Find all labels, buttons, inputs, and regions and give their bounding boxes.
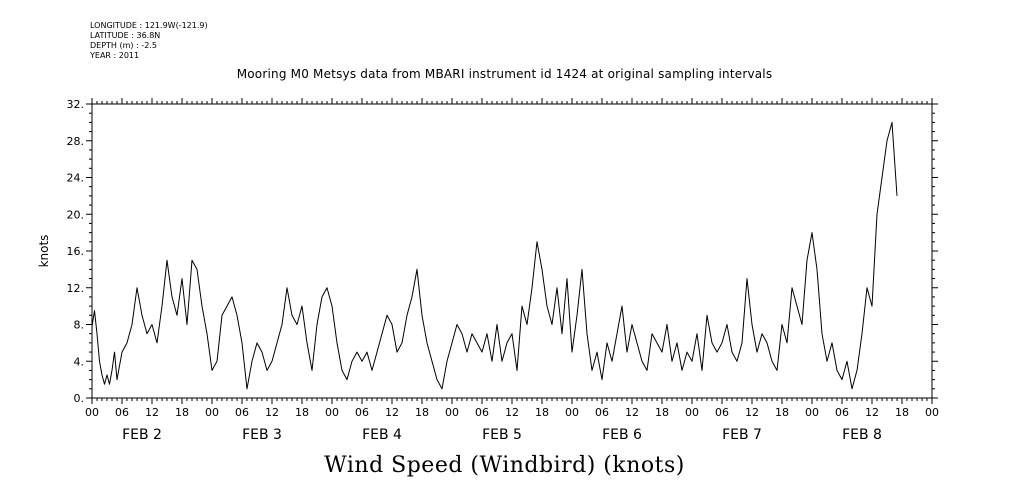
x-hour-label: 18 (775, 406, 789, 419)
x-hour-label: 12 (385, 406, 399, 419)
x-hour-label: 06 (475, 406, 489, 419)
x-day-label: FEB 5 (482, 427, 522, 443)
x-hour-label: 18 (295, 406, 309, 419)
x-hour-label: 12 (145, 406, 159, 419)
latitude-label: LATITUDE : 36.8N (90, 31, 161, 40)
y-tick-label: 12. (67, 282, 85, 295)
x-hour-label: 18 (895, 406, 909, 419)
metadata-block: LONGITUDE : 121.9W(-121.9) LATITUDE : 36… (90, 21, 208, 61)
x-hour-label: 18 (175, 406, 189, 419)
x-hour-label: 00 (565, 406, 579, 419)
y-tick-label: 32. (67, 98, 85, 111)
wind-speed-line (91, 121, 898, 390)
y-tick-label: 16. (67, 245, 85, 258)
x-day-label: FEB 4 (362, 427, 402, 443)
y-tick-label: 28. (67, 135, 85, 148)
x-hour-label: 06 (355, 406, 369, 419)
x-day-label: FEB 7 (722, 427, 762, 443)
x-hour-label: 00 (445, 406, 459, 419)
y-tick-label: 8. (74, 319, 85, 332)
x-hour-label: 00 (685, 406, 699, 419)
y-tick-label: 0. (74, 392, 85, 405)
x-hour-label: 18 (415, 406, 429, 419)
x-hour-label: 06 (235, 406, 249, 419)
x-day-label: FEB 2 (122, 427, 162, 443)
x-hour-label: 12 (865, 406, 879, 419)
x-hour-label: 12 (745, 406, 759, 419)
x-day-label: FEB 8 (842, 427, 882, 443)
x-hour-label: 18 (535, 406, 549, 419)
x-hour-label: 06 (835, 406, 849, 419)
y-tick-label: 20. (67, 208, 85, 221)
x-hour-label: 00 (805, 406, 819, 419)
longitude-label: LONGITUDE : 121.9W(-121.9) (90, 21, 208, 30)
x-day-label: FEB 6 (602, 427, 642, 443)
x-hour-label: 00 (205, 406, 219, 419)
x-hour-label: 12 (265, 406, 279, 419)
chart-caption: Wind Speed (Windbird) (knots) (324, 453, 685, 478)
y-tick-label: 4. (74, 355, 85, 368)
year-label: YEAR : 2011 (90, 51, 140, 60)
x-hour-label: 00 (925, 406, 939, 419)
x-hour-label: 06 (595, 406, 609, 419)
x-hour-label: 00 (325, 406, 339, 419)
x-hour-label: 18 (655, 406, 669, 419)
x-hour-label: 12 (505, 406, 519, 419)
x-hour-label: 06 (115, 406, 129, 419)
x-hour-label: 12 (625, 406, 639, 419)
depth-label: DEPTH (m) : -2.5 (90, 41, 157, 50)
x-hour-label: 06 (715, 406, 729, 419)
chart-title: Mooring M0 Metsys data from MBARI instru… (236, 67, 773, 81)
y-axis-label: knots (37, 235, 51, 268)
y-tick-label: 24. (67, 172, 85, 185)
x-hour-label: 00 (85, 406, 99, 419)
x-day-label: FEB 3 (242, 427, 282, 443)
